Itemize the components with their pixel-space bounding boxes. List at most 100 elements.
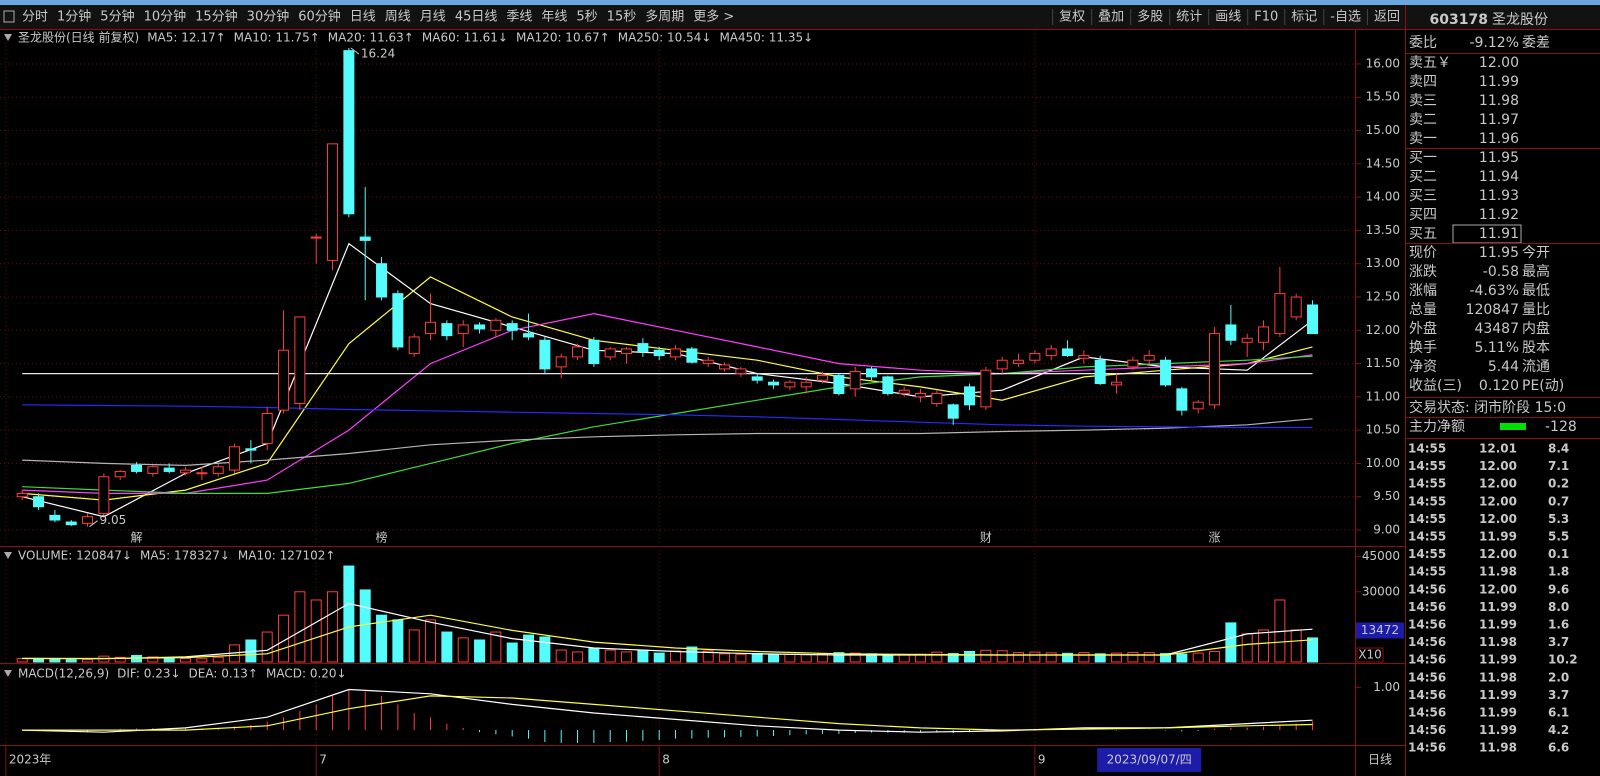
candle-body: [457, 324, 469, 335]
quote-label: 内盘: [1522, 320, 1550, 337]
annotation: 16.24: [361, 46, 395, 60]
volume-bar: [555, 649, 567, 663]
candle-body: [964, 386, 976, 406]
candle-body: [1160, 359, 1172, 386]
line: [22, 242, 1313, 518]
y-tick-label: 11.50: [1366, 356, 1400, 370]
tick-volume: 5.3: [1548, 512, 1569, 526]
quote-label: 今开: [1522, 245, 1550, 261]
toolbar-item[interactable]: 15分钟: [195, 9, 238, 25]
quote-value: -9.12%: [1469, 35, 1519, 51]
y-tick-label: 13.50: [1366, 223, 1400, 237]
quote-value: -0.58: [1483, 264, 1519, 280]
candle-body: [1258, 326, 1270, 343]
toolbar-item[interactable]: 月线: [420, 10, 446, 25]
toolbar-item[interactable]: 60分钟: [298, 9, 341, 25]
toolbar-button[interactable]: 画线: [1215, 10, 1241, 25]
line: [22, 695, 1313, 731]
toolbar-item[interactable]: 周线: [385, 10, 411, 25]
candle-body: [1225, 324, 1237, 341]
toolbar-item[interactable]: 更多 >: [693, 9, 734, 25]
y-tick-label: 14.50: [1366, 156, 1400, 170]
quote-label: 卖一: [1409, 131, 1437, 147]
toolbar-button[interactable]: 统计: [1176, 10, 1202, 25]
toolbar-item[interactable]: 1分钟: [57, 9, 91, 25]
legend-item: MA5: 178327↓: [140, 549, 230, 563]
volume-bar: [180, 657, 192, 663]
tick-time: 14:55: [1408, 494, 1446, 508]
toolbar-button[interactable]: F10: [1254, 10, 1278, 25]
toolbar-button[interactable]: -自选: [1330, 10, 1361, 25]
volume-bar: [425, 619, 437, 663]
tick-price: 11.99: [1479, 688, 1517, 702]
tick-time: 14:56: [1408, 618, 1446, 632]
tick-time: 14:55: [1408, 565, 1446, 579]
menu-icon[interactable]: [3, 10, 15, 23]
toolbar-button[interactable]: 返回: [1374, 10, 1400, 25]
signal[interactable]: 涨: [1209, 530, 1221, 545]
period-label[interactable]: 日线: [1368, 753, 1392, 767]
toolbar-item[interactable]: 5分钟: [100, 9, 134, 25]
toolbar-item[interactable]: 45日线: [455, 10, 498, 25]
candle-body: [490, 319, 502, 331]
volume-bar: [686, 646, 698, 663]
candle-body: [98, 476, 110, 514]
toolbar-button[interactable]: 多股: [1137, 9, 1163, 25]
legend-item: MA10: 127102↑: [238, 549, 336, 563]
toolbar-item[interactable]: 多周期: [645, 9, 684, 25]
signal[interactable]: 榜: [376, 530, 388, 545]
volume-bar: [49, 658, 61, 663]
toolbar-item[interactable]: 季线: [506, 10, 532, 25]
x-tick-label: 7: [319, 753, 327, 767]
annotation: 9.05: [100, 513, 127, 527]
tick-price: 11.99: [1479, 530, 1517, 544]
volume-bar: [1127, 651, 1139, 663]
tick-price: 12.00: [1479, 547, 1517, 561]
legend-arrow: [4, 670, 12, 677]
tick-volume: 0.1: [1548, 547, 1569, 561]
signal[interactable]: 财: [980, 531, 992, 545]
tick-time: 14:56: [1408, 635, 1446, 649]
toolbar-item[interactable]: 15秒: [607, 10, 637, 25]
quote-label: 买四: [1409, 207, 1437, 223]
candle-body: [33, 496, 45, 508]
toolbar-item[interactable]: 10分钟: [144, 9, 187, 25]
volume-bar: [735, 653, 747, 663]
quote-label: PE(动): [1522, 378, 1564, 394]
toolbar-button[interactable]: 叠加: [1098, 10, 1124, 25]
candle-body: [343, 50, 355, 215]
legend-item: 圣龙股份(日线 前复权): [18, 30, 139, 45]
toolbar-item[interactable]: 日线: [350, 10, 376, 25]
volume-bar: [114, 656, 126, 663]
volume-bar: [539, 636, 551, 663]
tick-price: 11.99: [1479, 618, 1517, 632]
signal[interactable]: 解: [131, 531, 143, 545]
volume-bar: [1225, 622, 1237, 663]
toolbar-button[interactable]: 复权: [1059, 9, 1085, 25]
candle-body: [849, 371, 861, 390]
quote-label: 现价: [1409, 245, 1437, 261]
candle-body: [637, 343, 649, 353]
candle-body: [131, 464, 143, 472]
tick-price: 12.00: [1479, 494, 1517, 508]
quote-label: 最高: [1522, 263, 1550, 280]
y-tick-label: 11.00: [1366, 389, 1400, 403]
toolbar-item[interactable]: 30分钟: [247, 9, 290, 25]
candle-body: [65, 521, 77, 526]
y-tick-label: 10.50: [1366, 423, 1400, 437]
toolbar-item[interactable]: 分时: [22, 10, 48, 25]
toolbar-item[interactable]: 年线: [541, 10, 567, 25]
quote-value: 11.94: [1479, 169, 1519, 185]
candle-body: [1127, 359, 1139, 368]
candle-body: [980, 369, 992, 408]
candle-body: [180, 469, 192, 474]
volume-bar: [523, 634, 535, 663]
legend-item: MA60: 11.61↓: [422, 31, 508, 45]
quote-value: 11.97: [1479, 112, 1519, 128]
tick-volume: 10.2: [1548, 653, 1578, 667]
toolbar-button[interactable]: 标记: [1291, 10, 1317, 25]
tick-price: 11.99: [1479, 653, 1517, 667]
candle-body: [261, 413, 273, 444]
candle-body: [947, 404, 959, 419]
toolbar-item[interactable]: 5秒: [576, 10, 597, 25]
